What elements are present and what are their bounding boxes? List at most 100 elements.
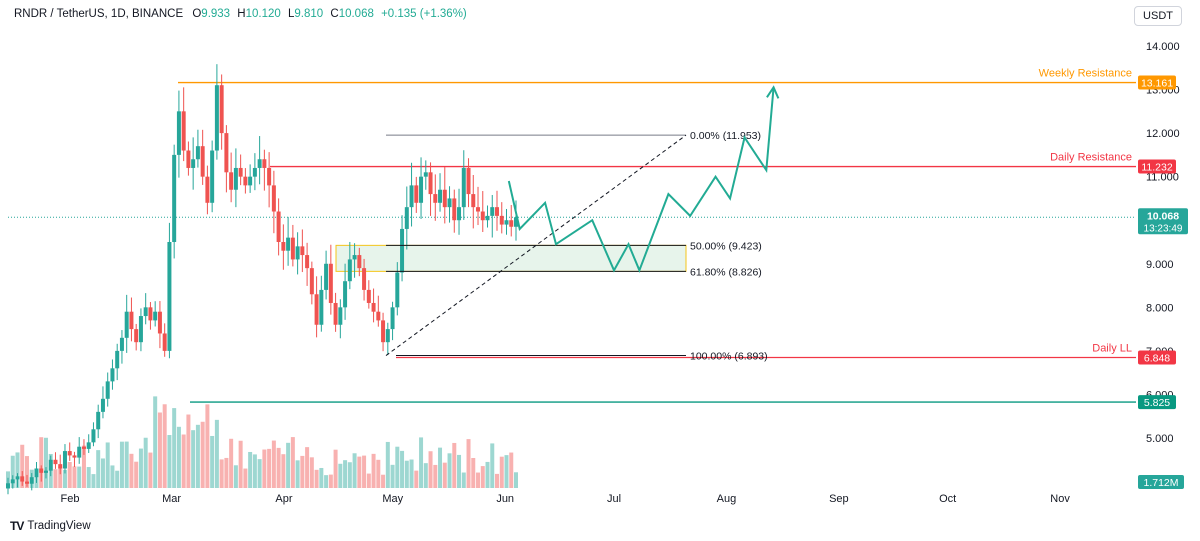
volume-bar: [343, 460, 348, 488]
volume-bar: [191, 430, 196, 488]
volume-bar: [186, 414, 191, 488]
candle-body: [476, 207, 481, 212]
volume-bar: [195, 424, 200, 488]
volume-bar: [167, 435, 172, 488]
volume-bar: [514, 472, 518, 488]
price-tag-label: 6.848: [1144, 353, 1170, 365]
symbol-header: RNDR / TetherUS, 1D, BINANCE O9.933 H10.…: [14, 8, 467, 20]
volume-bar: [110, 465, 115, 488]
candle-body: [58, 464, 63, 469]
candle-body: [314, 294, 319, 325]
volume-bar: [72, 466, 77, 488]
x-tick-label: Sep: [829, 493, 849, 505]
candle-body: [6, 483, 10, 489]
candle-body: [162, 333, 167, 351]
candle-body: [286, 237, 291, 251]
candle-body: [181, 111, 186, 151]
volume-bar: [433, 464, 438, 488]
candle-body: [276, 211, 281, 242]
candle-body: [319, 289, 324, 325]
countdown-label: 13:23:49: [1144, 223, 1183, 234]
candle-body: [77, 446, 82, 458]
volume-bar: [267, 448, 272, 488]
volume-bar: [362, 455, 367, 488]
volume-bar: [77, 466, 82, 488]
open-label: O: [192, 8, 202, 20]
candle-body: [309, 268, 314, 295]
candle-body: [148, 307, 153, 321]
volume-bar: [485, 461, 490, 488]
tradingview-brand[interactable]: TV TradingView: [10, 519, 91, 533]
volume-bar: [376, 459, 381, 488]
candle-body: [34, 468, 39, 478]
change-value: +0.135 (+1.36%): [381, 8, 467, 20]
fib-level-label: 100.00% (6.893): [690, 351, 768, 363]
tradingview-logo-icon: TV: [10, 519, 24, 533]
volume-bar: [91, 474, 96, 488]
candle-body: [81, 446, 86, 449]
candle-body: [428, 172, 433, 195]
volume-bar: [20, 444, 25, 488]
volume-bar: [67, 461, 72, 488]
candle-body: [300, 246, 305, 256]
low-label: L: [287, 8, 295, 20]
brand-label: TradingView: [27, 520, 91, 532]
candle-body: [485, 215, 490, 221]
volume-bar: [509, 452, 514, 488]
candle-body: [324, 263, 329, 290]
volume-bar: [238, 440, 243, 488]
volume-bar: [309, 457, 314, 488]
candle-body: [96, 411, 101, 430]
currency-button[interactable]: USDT: [1134, 6, 1182, 26]
volume-bar: [495, 473, 500, 488]
volume-bar: [233, 465, 238, 488]
volume-bar: [276, 447, 281, 488]
projection-path: [507, 87, 775, 274]
volume-bar: [347, 462, 352, 488]
volume-bar: [43, 437, 48, 488]
volume-bar: [324, 475, 329, 488]
candle-body: [381, 320, 386, 343]
candle-body: [447, 198, 452, 208]
candle-body: [124, 311, 129, 338]
volume-bar: [157, 412, 162, 488]
high-label: H: [237, 8, 246, 20]
candle-body: [438, 189, 443, 203]
volume-bar: [262, 449, 267, 488]
candle-body: [490, 207, 495, 216]
candle-body: [471, 194, 476, 208]
volume-bar: [404, 460, 409, 488]
candle-body: [499, 215, 504, 225]
volume-bar: [305, 447, 310, 488]
volume-tag: [1138, 475, 1184, 489]
candle-body: [390, 307, 395, 330]
candle-body: [176, 111, 181, 155]
candle-body: [53, 459, 58, 465]
candle-body: [357, 255, 362, 269]
volume-bar: [414, 470, 419, 488]
candle-body: [252, 167, 257, 177]
candle-body: [290, 237, 295, 260]
price-tag-label: 13.161: [1141, 78, 1173, 90]
volume-bar: [172, 408, 177, 488]
level-label: Daily LL: [1092, 343, 1132, 355]
volume-bar: [328, 474, 333, 488]
candle-body: [343, 281, 348, 308]
candle-body: [233, 167, 238, 190]
volume-bar: [476, 472, 481, 488]
price-tag-label: 5.825: [1144, 397, 1170, 409]
candle-body: [509, 220, 514, 227]
candle-body: [352, 255, 357, 260]
volume-bar: [381, 474, 386, 488]
candle-body: [24, 481, 29, 484]
volume-bar: [290, 437, 295, 488]
volume-bar: [319, 467, 324, 488]
price-tag: [1138, 395, 1176, 410]
candle-body: [229, 172, 234, 190]
volume-bar: [243, 468, 248, 488]
candle-body: [452, 198, 457, 221]
volume-bar: [447, 453, 452, 488]
symbol-title: RNDR / TetherUS, 1D, BINANCE: [14, 8, 184, 20]
low-value: 9.810: [294, 8, 324, 20]
